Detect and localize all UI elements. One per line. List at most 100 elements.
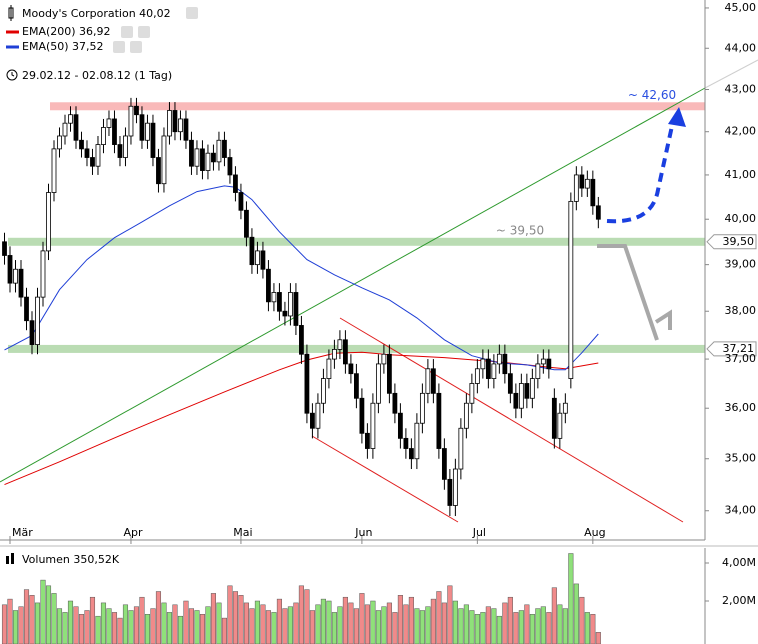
level-band — [50, 102, 705, 111]
volume-bar — [210, 593, 216, 644]
candle-body — [310, 412, 315, 429]
candle-body — [502, 353, 508, 375]
volume-tick-label: 4,00M — [722, 556, 756, 569]
candle-body — [381, 353, 387, 365]
volume-bar — [177, 615, 184, 644]
candle-body — [513, 392, 519, 409]
volume-bar — [430, 598, 436, 644]
settings-icon[interactable] — [186, 7, 198, 19]
volume-bar — [452, 600, 458, 644]
close-icon[interactable] — [130, 41, 142, 53]
candle-body — [562, 402, 568, 414]
candle-body — [112, 118, 117, 145]
candle-body — [46, 192, 51, 252]
x-tick-label: Aug — [584, 526, 605, 539]
volume-bar — [232, 591, 238, 644]
candle-body — [397, 412, 403, 439]
volume-bar — [221, 617, 227, 644]
close-icon[interactable] — [138, 26, 150, 38]
volume-bar — [370, 600, 376, 644]
volume-bar — [419, 610, 425, 644]
volume-bar — [276, 598, 282, 644]
candle-body — [321, 378, 326, 404]
candle-body — [255, 250, 260, 266]
volume-bar — [441, 602, 447, 644]
volume-bar — [546, 612, 552, 644]
volume-bar — [386, 602, 392, 644]
volume-bar — [199, 614, 205, 644]
volume-bar — [375, 610, 381, 644]
y-tick-label: 38,00 — [725, 304, 757, 317]
x-tick-label: Mär — [12, 526, 33, 539]
volume-bar — [155, 591, 162, 644]
candle-body — [375, 363, 381, 404]
volume-bar — [51, 593, 57, 644]
candle-body — [452, 468, 458, 506]
volume-icon — [11, 553, 14, 564]
candle-body — [40, 250, 46, 298]
volume-bar — [133, 606, 140, 644]
volume-bar — [166, 612, 173, 644]
volume-bar — [150, 608, 156, 644]
candle-body — [156, 157, 161, 185]
volume-bar — [1, 604, 8, 644]
volume-bar — [309, 610, 315, 644]
candle-body — [370, 402, 376, 449]
candle-body — [24, 296, 29, 322]
volume-bar — [18, 606, 24, 644]
candle-body — [430, 368, 436, 394]
legend-entry: EMA(200) 36,92 — [22, 25, 111, 38]
candle-body — [238, 192, 244, 211]
candle-body — [249, 236, 255, 266]
volume-bar — [260, 604, 266, 644]
projection-arrowhead — [654, 309, 672, 330]
target-arrow — [606, 125, 674, 224]
volume-bar — [513, 612, 519, 644]
candle-body — [128, 105, 134, 137]
candle-body — [18, 268, 24, 298]
candle-body — [524, 383, 530, 399]
candle-body — [200, 148, 205, 171]
candle-body — [51, 148, 57, 193]
volume-bar — [447, 585, 453, 644]
candle-body — [35, 296, 40, 345]
clock-icon — [6, 69, 18, 81]
volume-bar — [364, 604, 370, 644]
candle-body — [90, 157, 95, 167]
candle-body — [496, 353, 502, 365]
candle-body — [29, 320, 35, 345]
settings-icon[interactable] — [113, 41, 125, 53]
volume-bar — [67, 600, 74, 644]
volume-bar — [337, 606, 343, 644]
candle-body — [507, 373, 513, 394]
volume-bar — [144, 614, 151, 644]
volume-bar — [529, 614, 535, 644]
level-band — [8, 344, 705, 353]
settings-icon[interactable] — [121, 26, 133, 38]
x-tick-label: Jul — [472, 526, 486, 539]
candle-body — [123, 135, 128, 158]
volume-bar — [254, 600, 260, 644]
candle-body — [469, 383, 475, 404]
candle-body — [436, 392, 442, 449]
volume-bar — [568, 553, 574, 644]
candle-body — [277, 292, 282, 312]
candle-body — [62, 122, 68, 137]
candle-body — [354, 373, 359, 399]
volume-bar — [298, 585, 304, 644]
chart-title: Moody's Corporation 40,02 — [22, 7, 171, 20]
volume-bar — [56, 608, 63, 644]
volume-bar — [573, 583, 579, 644]
candle-body — [161, 135, 167, 185]
candle-body — [95, 144, 101, 167]
volume-bar — [590, 614, 596, 644]
candle-body — [293, 292, 299, 326]
candle-body — [348, 363, 354, 375]
candle-body — [57, 135, 62, 150]
volume-bar — [100, 602, 107, 644]
candle-body — [568, 200, 574, 379]
volume-bar — [320, 598, 326, 644]
candle-body — [540, 358, 546, 365]
y-tick-label: 34,00 — [725, 504, 757, 517]
